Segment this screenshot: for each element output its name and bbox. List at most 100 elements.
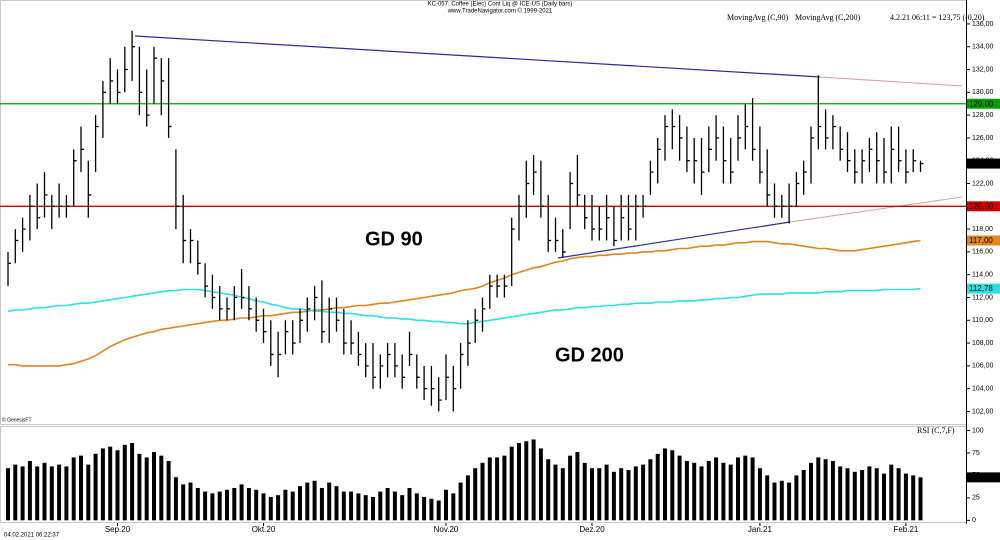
close-last-label: 123,75 <box>969 159 994 168</box>
rsi-bar <box>363 495 368 521</box>
trend-line-extension <box>789 196 963 223</box>
rsi-bar <box>655 453 660 521</box>
rsi-title: RSI (C,7,F) <box>917 426 955 435</box>
rsi-bar <box>400 495 405 521</box>
rsi-bar <box>714 457 719 521</box>
rsi-bar <box>319 487 324 521</box>
rsi-bar <box>495 457 500 521</box>
rsi-bar <box>422 496 427 521</box>
rsi-bar <box>159 455 164 521</box>
rsi-bar <box>794 475 799 521</box>
rsi-bar <box>538 448 543 521</box>
x-tick-label: Jan.21 <box>748 525 773 534</box>
quote: 4.2.21 06:11 = 123,75 (-0,20) <box>890 13 985 22</box>
trend-line-extension <box>819 76 963 87</box>
series-last-label: 112,78 <box>969 284 993 293</box>
x-tick-label: Sep.20 <box>105 525 131 534</box>
rsi-bar <box>108 446 113 521</box>
y-tick-label: 134,00 <box>972 44 994 51</box>
rsi-bar <box>772 482 777 521</box>
rsi-bar <box>823 459 828 521</box>
close-last-label-box <box>967 158 1000 169</box>
rsi-bar <box>509 446 514 521</box>
rsi-bar <box>663 448 667 521</box>
x-tick-label: Feb.21 <box>893 525 918 534</box>
rsi-bar <box>334 486 339 521</box>
rsi-bar <box>246 487 251 521</box>
rsi-bar <box>349 491 354 521</box>
rsi-bar <box>502 455 507 521</box>
rsi-bar <box>283 489 288 521</box>
rsi-bar <box>64 466 69 521</box>
rsi-bar <box>210 493 215 521</box>
rsi-bar <box>298 486 302 521</box>
rsi-bar <box>568 455 573 521</box>
rsi-bar <box>239 484 244 521</box>
legend-entry: MovingAvg (C,200) <box>795 13 861 22</box>
rsi-bar <box>597 468 602 521</box>
rsi-bar <box>188 482 193 521</box>
rsi-bar <box>217 491 222 521</box>
rsi-bar <box>816 457 821 521</box>
rsi-bar <box>407 487 412 521</box>
y-tick-label: 100 <box>972 427 984 434</box>
rsi-bar <box>93 453 98 521</box>
rsi-bar <box>750 457 755 521</box>
rsi-bar <box>414 493 419 521</box>
rsi-bar <box>480 462 485 521</box>
rsi-bar <box>35 466 40 521</box>
rsi-bar <box>736 457 740 521</box>
rsi-bar <box>896 468 901 521</box>
y-tick-label: 128,00 <box>972 112 994 119</box>
rsi-bar <box>918 477 923 521</box>
rsi-bar <box>137 453 142 521</box>
y-tick-label: 116,00 <box>972 249 993 256</box>
rsi-bar <box>860 470 865 521</box>
x-tick-label: Okt.20 <box>252 525 276 534</box>
rsi-bar <box>305 482 310 521</box>
y-tick-label: 136,00 <box>972 21 994 28</box>
rsi-bar <box>882 473 886 521</box>
rsi-bar <box>385 487 390 521</box>
rsi-bar <box>392 491 397 521</box>
rsi-bar <box>619 468 624 521</box>
rsi-bar <box>626 470 631 521</box>
rsi-bar <box>757 468 762 521</box>
moving-average-line <box>8 239 921 367</box>
horizontal-line-label-box <box>967 98 1000 109</box>
rsi-bar <box>27 461 32 521</box>
rsi-bar <box>268 496 273 521</box>
rsi-bar <box>115 450 120 521</box>
y-tick-label: 126,00 <box>972 135 994 142</box>
credit: © GenesisFT <box>2 416 32 423</box>
horizontal-line-label: 120,00 <box>969 202 994 211</box>
x-tick-label: Dez.20 <box>579 525 605 534</box>
rsi-bar <box>203 491 208 521</box>
rsi-bar <box>911 475 916 521</box>
rsi-bar <box>889 464 894 521</box>
rsi-bar <box>444 489 448 521</box>
rsi-bar <box>633 466 638 521</box>
rsi-bar <box>195 487 200 521</box>
y-tick-label: 108,00 <box>972 340 994 347</box>
y-tick-label: 104,00 <box>972 386 994 393</box>
rsi-bar <box>699 466 704 521</box>
rsi-bar <box>276 495 281 521</box>
rsi-bar <box>721 462 726 521</box>
rsi-bar <box>838 466 843 521</box>
chart-title: KC-057: Coffee (Elec) Cont Liq @ ICE-US … <box>428 2 573 8</box>
y-tick-label: 0 <box>972 517 976 524</box>
rsi-bar <box>743 455 748 521</box>
rsi-bar <box>684 461 689 521</box>
rsi-bar <box>465 475 470 521</box>
rsi-bar <box>546 459 551 521</box>
rsi-bar <box>670 450 675 521</box>
rsi-bar <box>20 466 25 521</box>
series-last-label: 117,00 <box>969 236 993 245</box>
rsi-bar <box>590 468 594 521</box>
y-tick-label: 106,00 <box>972 363 994 370</box>
rsi-bar <box>152 452 156 521</box>
rsi-bar <box>867 466 872 521</box>
rsi-bar <box>809 462 813 521</box>
